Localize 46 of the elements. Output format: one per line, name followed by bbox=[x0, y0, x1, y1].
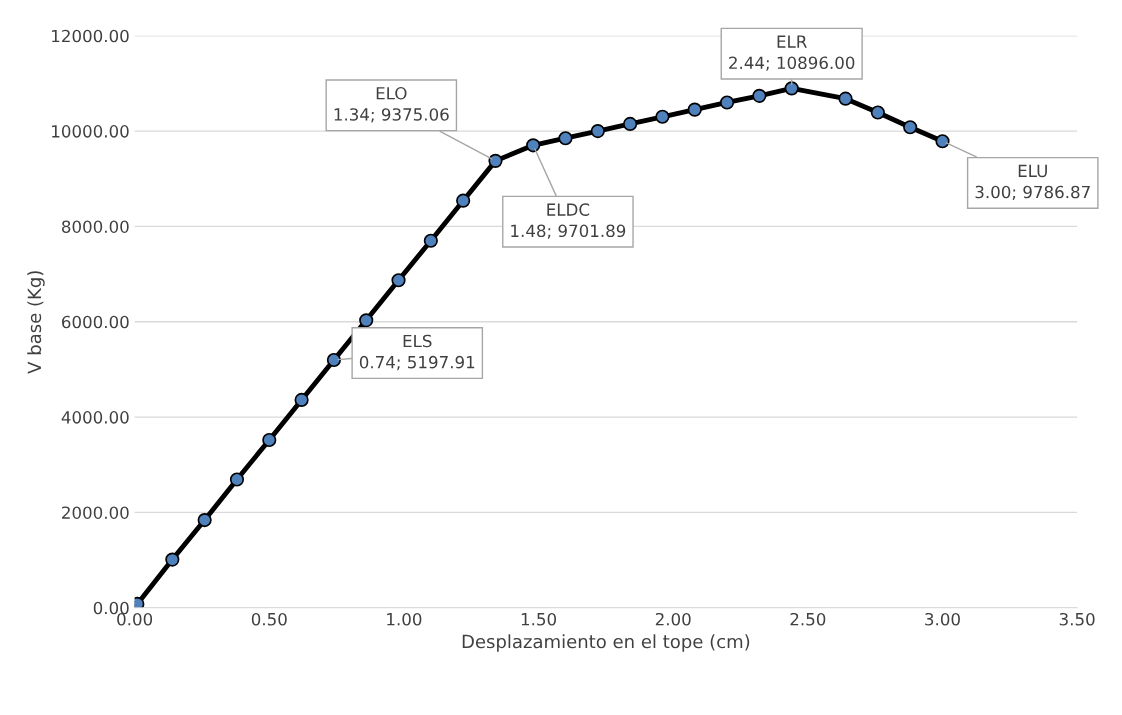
y-tick-label: 12000.00 bbox=[52, 29, 129, 43]
annotation: ELR 2.44; 10896.00 bbox=[729, 35, 855, 71]
x-tick-label: 1.50 bbox=[521, 612, 557, 626]
y-tick-label: 10000.00 bbox=[52, 125, 129, 138]
point bbox=[590, 123, 605, 139]
point bbox=[294, 392, 309, 408]
point bbox=[423, 233, 438, 248]
x-tick-label: 3.50 bbox=[1059, 612, 1095, 626]
x-axis-title: Desplazamiento en el tope (cm) bbox=[462, 634, 750, 652]
point bbox=[719, 95, 735, 110]
point bbox=[655, 109, 670, 124]
y-tick-label: 0.00 bbox=[93, 601, 129, 615]
point bbox=[262, 432, 277, 448]
point bbox=[784, 81, 799, 96]
point bbox=[558, 131, 573, 146]
point bbox=[488, 153, 503, 168]
point bbox=[838, 91, 853, 106]
point bbox=[903, 120, 918, 135]
point bbox=[623, 116, 638, 132]
point bbox=[391, 273, 406, 288]
x-tick-label: 2.00 bbox=[655, 612, 691, 626]
point bbox=[229, 472, 245, 487]
y-axis-title: V base (Kg) bbox=[27, 271, 45, 374]
point bbox=[687, 102, 702, 117]
x-tick-label: 3.00 bbox=[925, 612, 960, 626]
point bbox=[870, 105, 885, 120]
point bbox=[752, 88, 767, 103]
y-tick-label: 6000.00 bbox=[62, 315, 129, 329]
annotation: ELS 0.74; 5197.91 bbox=[359, 334, 475, 371]
x-tick-label: 2.50 bbox=[790, 612, 826, 626]
y-tick-label: 2000.00 bbox=[62, 506, 129, 519]
point bbox=[935, 134, 950, 149]
x-tick-label: 0.50 bbox=[251, 612, 287, 626]
point bbox=[359, 313, 374, 328]
annotation: ELDC 1.48; 9701.89 bbox=[511, 203, 626, 239]
point bbox=[165, 552, 180, 567]
point bbox=[526, 138, 541, 153]
y-tick-label: 8000.00 bbox=[61, 220, 129, 233]
y-tick-label: 4000.00 bbox=[61, 411, 129, 424]
point bbox=[456, 193, 471, 208]
x-tick-label: 1.00 bbox=[387, 612, 422, 626]
point bbox=[197, 512, 212, 528]
annotation: ELU 3.00; 9786.87 bbox=[975, 164, 1090, 201]
point bbox=[326, 352, 341, 368]
x-tick-label: 0.00 bbox=[117, 612, 153, 626]
annotation: ELO 1.34; 9375.06 bbox=[334, 86, 449, 123]
